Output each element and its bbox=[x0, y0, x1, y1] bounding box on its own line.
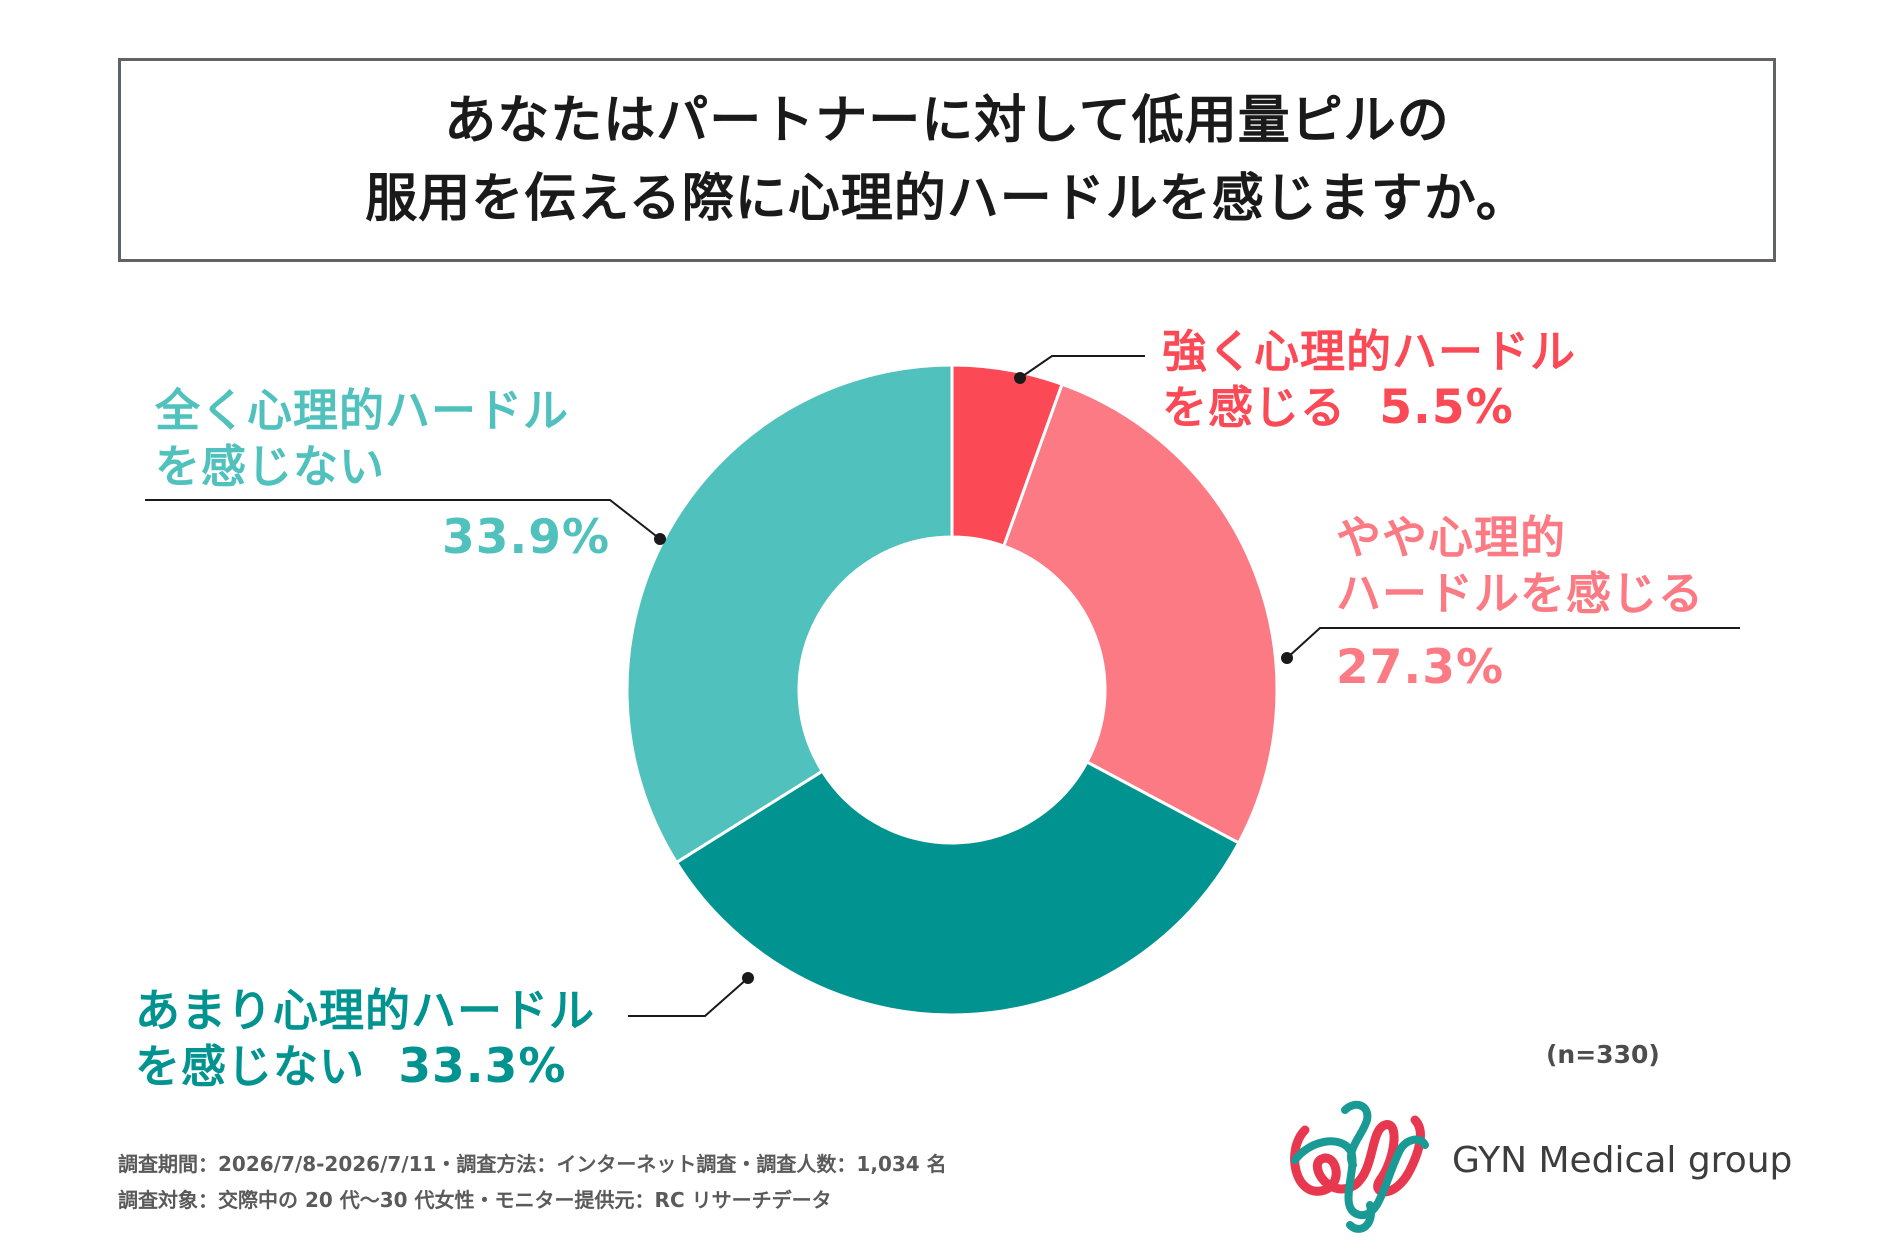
label-some-hurdle-line2: ハードルを感じる bbox=[1336, 567, 1705, 620]
leader-no-hurdle-dot bbox=[654, 533, 666, 545]
label-some-hurdle-line1: やや心理的 bbox=[1336, 511, 1567, 564]
label-little-hurdle-line2: を感じない bbox=[135, 1040, 366, 1093]
value-some-hurdle: 27.3% bbox=[1336, 640, 1505, 695]
footer-survey-target: 調査対象：交際中の 20 代〜30 代女性・モニター提供元：RC リサーチデータ bbox=[118, 1188, 832, 1212]
label-no-hurdle-line1: 全く心理的ハードル bbox=[155, 384, 570, 437]
leader-some-hurdle bbox=[1286, 627, 1740, 659]
label-strong-hurdle-line2: を感じる bbox=[1162, 381, 1347, 434]
label-no-hurdle-line2: を感じない bbox=[155, 440, 386, 493]
label-little-hurdle-line1: あまり心理的ハードル bbox=[135, 984, 596, 1037]
label-strong-hurdle: 強く心理的ハードル を感じる 5.5% bbox=[1162, 324, 1576, 436]
value-strong-hurdle: 5.5% bbox=[1379, 380, 1514, 435]
label-little-hurdle: あまり心理的ハードル を感じない 33.3% bbox=[135, 983, 595, 1095]
leader-little-hurdle bbox=[628, 977, 749, 1017]
leader-strong-hurdle bbox=[1019, 355, 1145, 379]
leader-no-hurdle bbox=[145, 499, 661, 540]
title-line-1: あなたはパートナーに対して低用量ピルの bbox=[444, 91, 1450, 151]
leader-strong-hurdle-dot bbox=[1014, 372, 1026, 384]
gyn-logo-icon bbox=[1290, 1100, 1429, 1233]
brand-name: GYN Medical group bbox=[1452, 1140, 1793, 1181]
slice-little-hurdle bbox=[674, 759, 1241, 1017]
title-line-2: 服用を伝える際に心理的ハードルを感じますか。 bbox=[365, 169, 1529, 229]
label-strong-hurdle-line1: 強く心理的ハードル bbox=[1162, 325, 1577, 378]
slice-some-hurdle bbox=[1001, 382, 1279, 846]
label-no-hurdle: 全く心理的ハードル を感じない bbox=[155, 383, 569, 495]
value-no-hurdle: 33.9% bbox=[442, 510, 611, 565]
footer-survey-info: 調査期間：2026/7/8-2026/7/11・調査方法：インターネット調査・調… bbox=[118, 1152, 947, 1176]
slice-no-hurdle bbox=[625, 363, 954, 865]
value-little-hurdle: 33.3% bbox=[398, 1039, 567, 1094]
label-some-hurdle: やや心理的 ハードルを感じる bbox=[1336, 510, 1704, 622]
title-box: あなたはパートナーに対して低用量ピルの 服用を伝える際に心理的ハードルを感じます… bbox=[118, 58, 1776, 262]
leader-some-hurdle-dot bbox=[1281, 652, 1293, 664]
sample-size: (n=330) bbox=[1546, 1040, 1660, 1069]
leader-little-hurdle-dot bbox=[742, 972, 754, 984]
